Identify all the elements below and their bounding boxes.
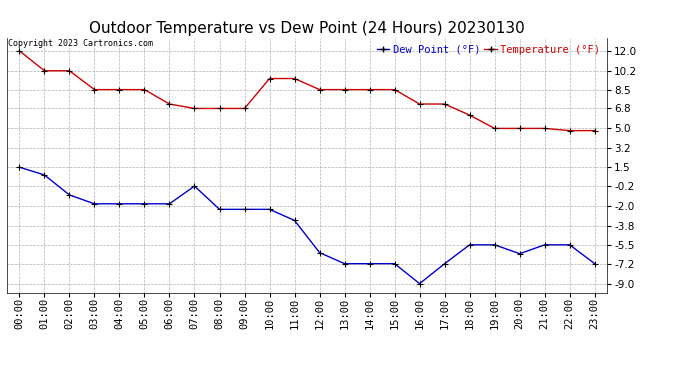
- Title: Outdoor Temperature vs Dew Point (24 Hours) 20230130: Outdoor Temperature vs Dew Point (24 Hou…: [89, 21, 525, 36]
- Text: Copyright 2023 Cartronics.com: Copyright 2023 Cartronics.com: [8, 39, 152, 48]
- Legend: Dew Point (°F), Temperature (°F): Dew Point (°F), Temperature (°F): [375, 43, 602, 57]
